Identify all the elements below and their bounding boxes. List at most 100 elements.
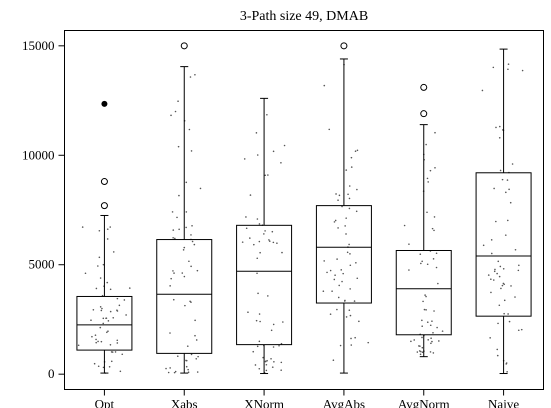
jitter-point <box>280 342 283 345</box>
jitter-point <box>323 84 326 87</box>
outlier-point <box>100 202 108 210</box>
jitter-point <box>278 344 280 347</box>
jitter-point <box>490 278 492 281</box>
box-opt <box>76 100 133 374</box>
x-tick-label: Xabs <box>171 397 198 408</box>
jitter-point <box>338 284 341 287</box>
jitter-point <box>172 298 175 301</box>
x-tick-label: XNorm <box>244 397 284 408</box>
jitter-point <box>174 237 176 240</box>
jitter-point <box>419 253 422 256</box>
jitter-point <box>423 308 426 311</box>
jitter-point <box>497 260 500 263</box>
box-xabs <box>156 42 213 374</box>
jitter-point <box>348 197 351 200</box>
jitter-point <box>517 329 520 332</box>
jitter-point <box>255 132 258 134</box>
jitter-point <box>191 240 194 243</box>
jitter-point <box>340 269 343 271</box>
jitter-point <box>499 169 502 172</box>
jitter-point <box>112 316 115 319</box>
y-tick-label: 5000 <box>29 257 55 272</box>
jitter-point <box>328 128 331 131</box>
x-tick-label: AvgNorm <box>398 397 450 408</box>
box-avgabs <box>315 42 372 374</box>
jitter-point <box>93 362 96 365</box>
jitter-point <box>511 163 514 165</box>
outlier-point <box>340 42 348 50</box>
jitter-point <box>421 346 424 349</box>
y-tick-label: 10000 <box>22 147 55 162</box>
box-iqr <box>395 249 452 336</box>
jitter-point <box>496 354 499 357</box>
x-tick-label: Opt <box>95 397 115 408</box>
jitter-point <box>196 269 199 272</box>
jitter-point <box>77 344 80 347</box>
jitter-point <box>264 174 267 177</box>
jitter-point <box>189 76 192 78</box>
jitter-point <box>245 216 247 218</box>
jitter-point <box>350 156 353 159</box>
jitter-point <box>265 363 268 366</box>
jitter-point <box>84 272 87 275</box>
box-naive <box>475 48 532 375</box>
jitter-point <box>434 166 436 169</box>
jitter-point <box>497 322 499 325</box>
jitter-point <box>100 309 103 312</box>
jitter-point <box>429 324 432 327</box>
box-avgnorm <box>395 83 452 358</box>
jitter-point <box>424 294 426 296</box>
extreme-outlier-point <box>101 100 108 107</box>
jitter-point <box>356 149 359 152</box>
jitter-point <box>276 242 278 244</box>
jitter-point <box>272 323 275 326</box>
jitter-point <box>505 191 507 194</box>
jitter-point <box>487 274 490 276</box>
jitter-point <box>350 166 353 168</box>
jitter-point <box>495 126 497 129</box>
jitter-point <box>482 244 485 247</box>
jitter-point <box>490 252 493 255</box>
jitter-point <box>493 270 496 273</box>
jitter-point <box>197 355 199 358</box>
jitter-point <box>258 340 261 343</box>
jitter-point <box>109 226 112 228</box>
jitter-point <box>256 345 259 348</box>
jitter-point <box>173 272 175 274</box>
jitter-point <box>431 320 433 322</box>
jitter-point <box>344 225 346 227</box>
jitter-point <box>106 238 109 240</box>
jitter-point <box>503 312 505 315</box>
jitter-point <box>490 291 492 294</box>
jitter-point <box>505 362 508 364</box>
jitter-point <box>257 292 259 295</box>
jitter-point <box>498 275 501 278</box>
jitter-point <box>196 371 199 373</box>
jitter-point <box>121 353 124 356</box>
x-tick-label: Naive <box>488 397 519 408</box>
jitter-point <box>280 361 283 364</box>
jitter-point <box>333 221 336 223</box>
jitter-point <box>356 188 358 191</box>
box-iqr <box>315 205 372 304</box>
jitter-point <box>97 265 99 267</box>
jitter-point <box>520 328 523 331</box>
jitter-point <box>507 63 510 65</box>
jitter-point <box>268 240 271 242</box>
jitter-point <box>337 296 340 299</box>
jitter-point <box>433 310 435 312</box>
jitter-point <box>421 325 423 328</box>
jitter-point <box>431 340 433 343</box>
jitter-point <box>95 338 97 341</box>
jitter-point <box>349 288 351 290</box>
jitter-point <box>98 229 101 232</box>
jitter-point <box>282 321 284 323</box>
jitter-point <box>355 210 358 213</box>
jitter-point <box>490 239 493 241</box>
jitter-point <box>90 319 92 322</box>
jitter-point <box>410 340 412 343</box>
jitter-point <box>435 266 438 269</box>
jitter-point <box>256 257 259 260</box>
jitter-point <box>348 309 351 312</box>
jitter-point <box>172 270 174 272</box>
